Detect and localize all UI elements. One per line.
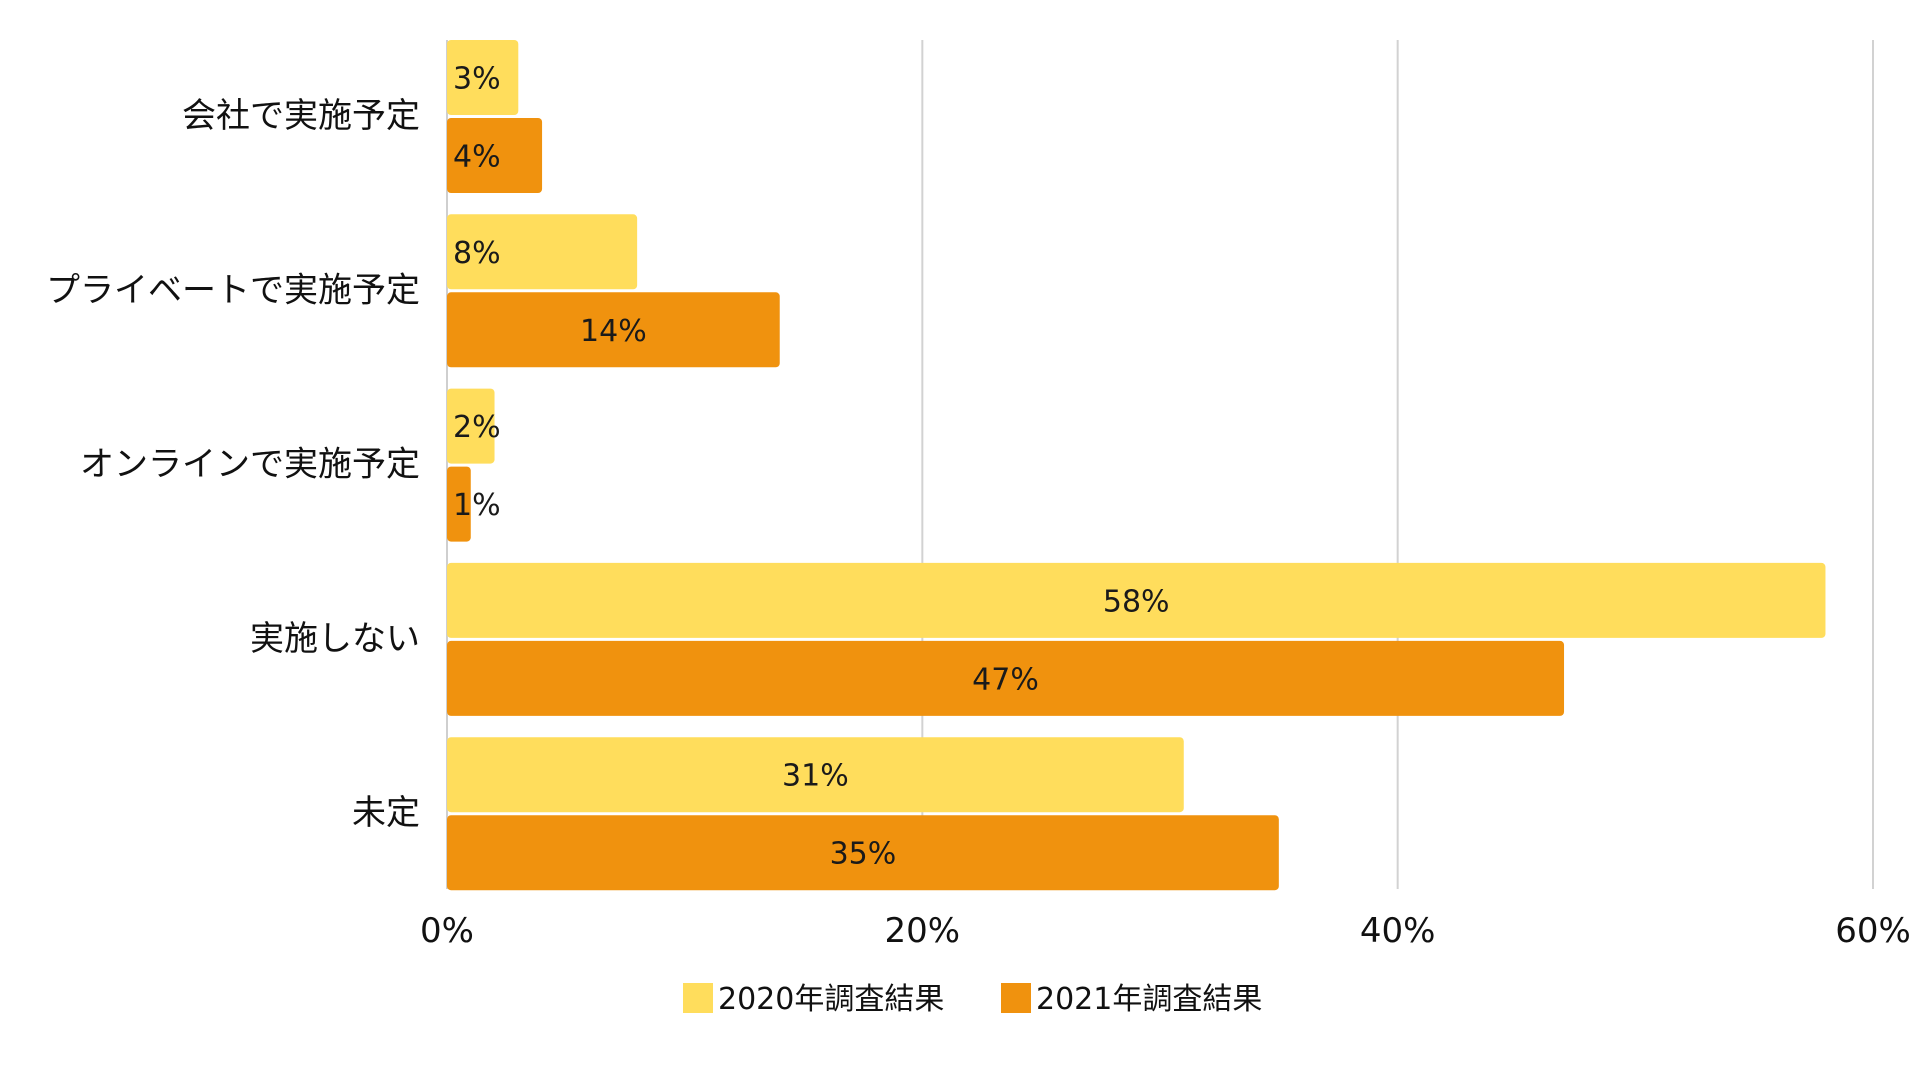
bar: [447, 118, 543, 193]
bars: [447, 40, 1826, 891]
data-label: 47%: [972, 662, 1039, 697]
x-tick-labels: 0% 20% 40% 60%: [420, 911, 1911, 951]
data-labels: 3% 4% 8% 14% 2% 1% 58% 47% 31% 35%: [453, 62, 1170, 872]
bar: [447, 214, 638, 290]
x-tick-label: 20%: [885, 911, 961, 951]
bar: [447, 466, 471, 542]
bar: [447, 40, 519, 115]
data-label: 4%: [453, 140, 501, 175]
bar: [447, 388, 495, 464]
bar: [447, 640, 1565, 716]
x-tick-label: 0%: [420, 911, 474, 951]
data-label: 2%: [453, 410, 501, 445]
bar: [447, 737, 1184, 813]
data-label: 58%: [1103, 584, 1170, 619]
bar: [447, 562, 1826, 638]
data-label: 8%: [453, 236, 501, 271]
bar: [447, 815, 1279, 891]
data-label: 3%: [453, 62, 501, 97]
category-label: 実施しない: [250, 619, 420, 659]
data-label: 14%: [580, 314, 647, 349]
category-label: 会社で実施予定: [182, 96, 420, 136]
x-tick-label: 60%: [1835, 911, 1911, 951]
x-tick-label: 40%: [1360, 911, 1436, 951]
category-label: プライベートで実施予定: [46, 270, 420, 310]
legend-label: 2021年調査結果: [1036, 982, 1262, 1017]
data-label: 1%: [453, 488, 501, 523]
bar: [447, 292, 780, 368]
legend-swatch: [683, 983, 713, 1013]
category-label: オンラインで実施予定: [80, 445, 420, 485]
legend-label: 2020年調査結果: [718, 982, 944, 1017]
category-label: 未定: [352, 793, 420, 833]
legend: 2020年調査結果 2021年調査結果: [683, 982, 1262, 1017]
data-label: 35%: [830, 837, 897, 872]
legend-swatch: [1001, 983, 1031, 1013]
data-label: 31%: [782, 759, 849, 794]
